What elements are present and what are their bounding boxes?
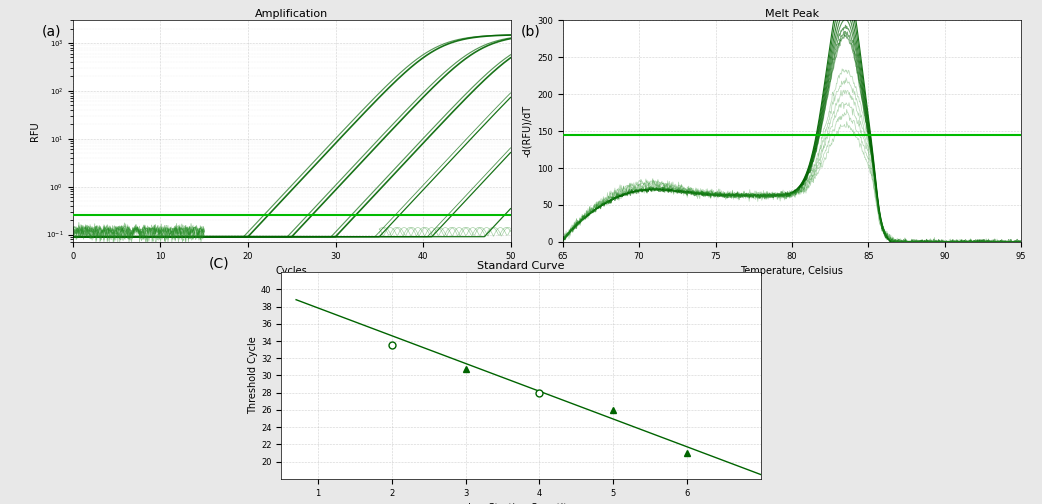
Text: (a): (a) bbox=[42, 24, 61, 38]
Title: Standard Curve: Standard Curve bbox=[477, 262, 565, 271]
Title: Melt Peak: Melt Peak bbox=[765, 10, 819, 19]
Y-axis label: RFU: RFU bbox=[30, 121, 40, 141]
X-axis label: Temperature, Celsius: Temperature, Celsius bbox=[741, 266, 843, 276]
Title: Amplification: Amplification bbox=[255, 10, 328, 19]
Y-axis label: Threshold Cycle: Threshold Cycle bbox=[248, 337, 258, 414]
Text: (C): (C) bbox=[208, 256, 229, 270]
Text: (b): (b) bbox=[521, 24, 541, 38]
Y-axis label: -d(RFU)/dT: -d(RFU)/dT bbox=[522, 105, 531, 157]
X-axis label: Log Starting Quantity: Log Starting Quantity bbox=[469, 503, 573, 504]
X-axis label: Cycles: Cycles bbox=[276, 266, 307, 276]
